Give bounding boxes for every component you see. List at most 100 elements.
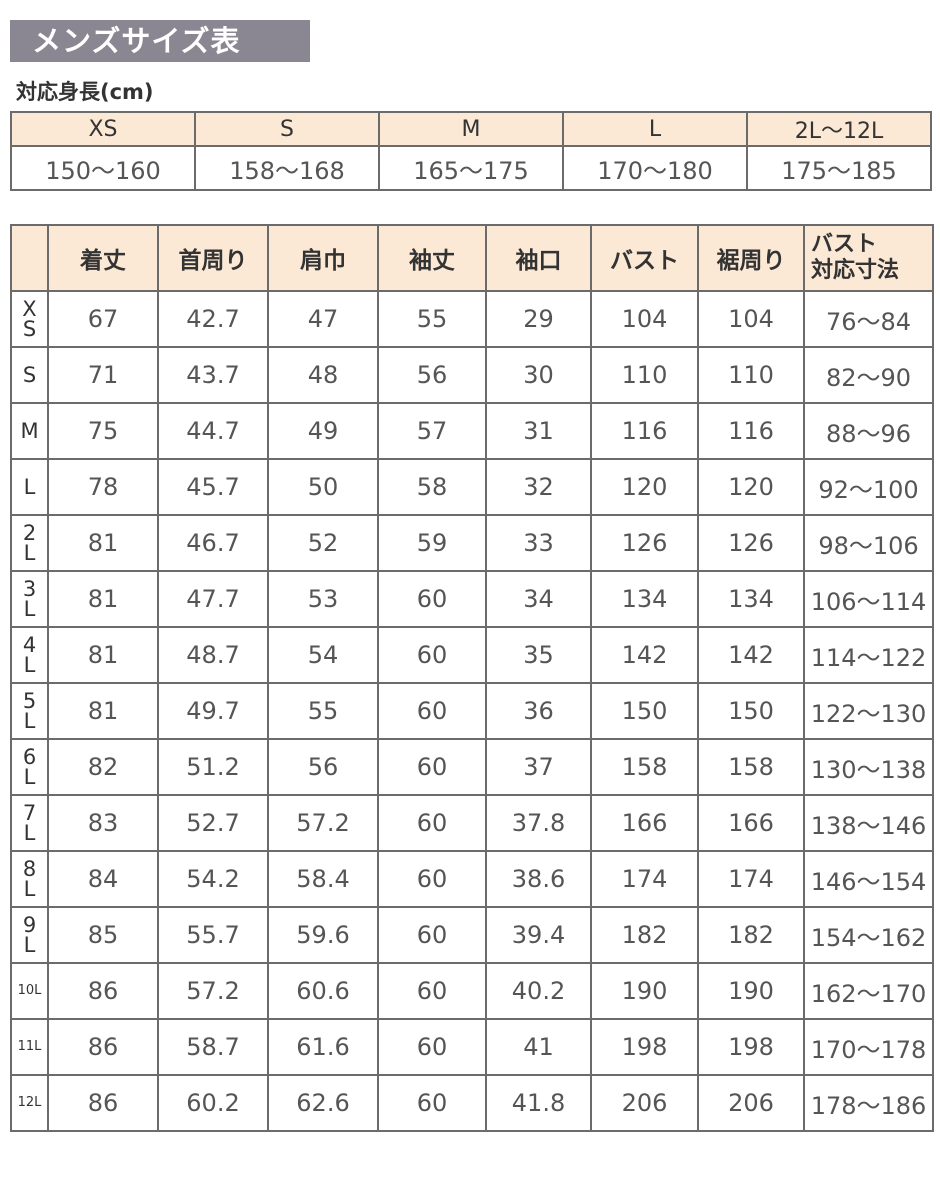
- value-cell: 85: [47, 906, 159, 964]
- value-cell: 81: [47, 570, 159, 628]
- table-row: 6 L 82 51.2 56 60 37 158 158 130〜138: [10, 738, 934, 796]
- value-cell: 130〜138: [803, 738, 934, 796]
- value-cell: 60: [377, 1074, 487, 1132]
- height-range-cell: 158〜168: [194, 145, 380, 191]
- value-cell: 60: [377, 570, 487, 628]
- value-cell: 60: [377, 682, 487, 740]
- value-cell: 35: [485, 626, 592, 684]
- value-cell: 81: [47, 514, 159, 572]
- value-cell: 55: [267, 682, 379, 740]
- value-cell: 37: [485, 738, 592, 796]
- value-cell: 120: [590, 458, 699, 516]
- value-cell: 46.7: [157, 514, 269, 572]
- table-row: 9 L 85 55.7 59.6 60 39.4 182 182 154〜162: [10, 906, 934, 964]
- value-cell: 45.7: [157, 458, 269, 516]
- table-row: 3 L 81 47.7 53 60 34 134 134 106〜114: [10, 570, 934, 628]
- value-cell: 110: [590, 346, 699, 404]
- value-cell: 81: [47, 626, 159, 684]
- value-cell: 75: [47, 402, 159, 460]
- value-cell: 47: [267, 290, 379, 348]
- value-cell: 206: [590, 1074, 699, 1132]
- value-cell: 43.7: [157, 346, 269, 404]
- height-range-cell: 165〜175: [378, 145, 564, 191]
- value-cell: 40.2: [485, 962, 592, 1020]
- height-range-cell: 150〜160: [10, 145, 196, 191]
- value-cell: 53: [267, 570, 379, 628]
- size-label: 11L: [10, 1018, 49, 1076]
- value-cell: 76〜84: [803, 290, 934, 348]
- value-cell: 81: [47, 682, 159, 740]
- value-cell: 190: [697, 962, 805, 1020]
- value-cell: 82: [47, 738, 159, 796]
- value-cell: 88〜96: [803, 402, 934, 460]
- value-cell: 60: [377, 794, 487, 852]
- value-cell: 206: [697, 1074, 805, 1132]
- value-cell: 126: [697, 514, 805, 572]
- value-cell: 52: [267, 514, 379, 572]
- value-cell: 56: [267, 738, 379, 796]
- value-cell: 60: [377, 626, 487, 684]
- value-cell: 60.6: [267, 962, 379, 1020]
- value-cell: 178〜186: [803, 1074, 934, 1132]
- value-cell: 114〜122: [803, 626, 934, 684]
- corner-cell: [10, 224, 49, 292]
- value-cell: 122〜130: [803, 682, 934, 740]
- value-cell: 78: [47, 458, 159, 516]
- value-cell: 174: [590, 850, 699, 908]
- value-cell: 166: [697, 794, 805, 852]
- value-cell: 182: [590, 906, 699, 964]
- value-cell: 41: [485, 1018, 592, 1076]
- table-row: 12L 86 60.2 62.6 60 41.8 206 206 178〜186: [10, 1074, 934, 1132]
- value-cell: 34: [485, 570, 592, 628]
- value-cell: 134: [697, 570, 805, 628]
- value-cell: 42.7: [157, 290, 269, 348]
- value-cell: 86: [47, 962, 159, 1020]
- value-cell: 60: [377, 850, 487, 908]
- value-cell: 146〜154: [803, 850, 934, 908]
- value-cell: 31: [485, 402, 592, 460]
- value-cell: 55: [377, 290, 487, 348]
- size-label: 10L: [10, 962, 49, 1020]
- value-cell: 60.2: [157, 1074, 269, 1132]
- value-cell: 48: [267, 346, 379, 404]
- value-cell: 116: [697, 402, 805, 460]
- value-cell: 57.2: [267, 794, 379, 852]
- value-cell: 61.6: [267, 1018, 379, 1076]
- value-cell: 158: [697, 738, 805, 796]
- table-row: 4 L 81 48.7 54 60 35 142 142 114〜122: [10, 626, 934, 684]
- size-label: 12L: [10, 1074, 49, 1132]
- bust-header-line2: 対応寸法: [811, 258, 900, 283]
- height-size-header: XS: [10, 111, 196, 147]
- table-row: S 71 43.7 48 56 30 110 110 82〜90: [10, 346, 934, 404]
- value-cell: 59: [377, 514, 487, 572]
- value-cell: 47.7: [157, 570, 269, 628]
- value-cell: 29: [485, 290, 592, 348]
- value-cell: 37.8: [485, 794, 592, 852]
- column-header: 首周り: [157, 224, 269, 292]
- column-header: 袖丈: [377, 224, 487, 292]
- value-cell: 49: [267, 402, 379, 460]
- height-size-header: M: [378, 111, 564, 147]
- value-cell: 60: [377, 1018, 487, 1076]
- table-row: X S 67 42.7 47 55 29 104 104 76〜84: [10, 290, 934, 348]
- table-row: L 78 45.7 50 58 32 120 120 92〜100: [10, 458, 934, 516]
- value-cell: 54: [267, 626, 379, 684]
- size-label: M: [10, 402, 49, 460]
- value-cell: 162〜170: [803, 962, 934, 1020]
- size-label: S: [10, 346, 49, 404]
- value-cell: 60: [377, 962, 487, 1020]
- value-cell: 44.7: [157, 402, 269, 460]
- value-cell: 67: [47, 290, 159, 348]
- table-row: M 75 44.7 49 57 31 116 116 88〜96: [10, 402, 934, 460]
- value-cell: 60: [377, 738, 487, 796]
- value-cell: 54.2: [157, 850, 269, 908]
- value-cell: 83: [47, 794, 159, 852]
- table-row: 2 L 81 46.7 52 59 33 126 126 98〜106: [10, 514, 934, 572]
- value-cell: 92〜100: [803, 458, 934, 516]
